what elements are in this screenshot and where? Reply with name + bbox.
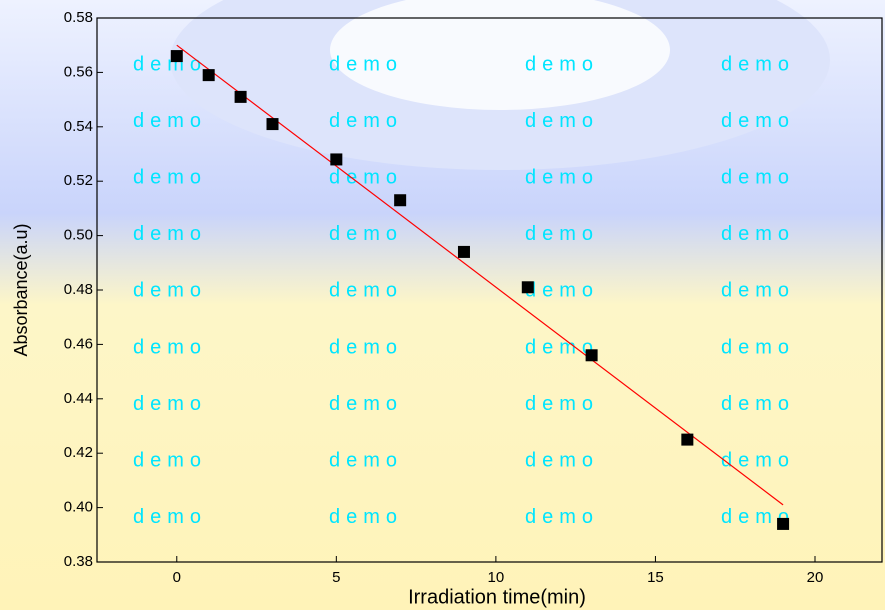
y-tick-label: 0.42 <box>64 444 93 461</box>
watermark: demo <box>329 449 403 471</box>
data-point <box>586 349 598 361</box>
x-tick-label: 5 <box>332 569 340 586</box>
data-point <box>330 153 342 165</box>
y-axis-title: Absorbance(a.u) <box>11 223 31 356</box>
chart: demo demo demo demo demo demo demo demo demo demo… <box>0 0 885 610</box>
watermark: demo <box>329 393 403 415</box>
y-tick-label: 0.38 <box>64 553 93 570</box>
watermark: demo <box>525 223 599 245</box>
data-point <box>171 50 183 62</box>
watermark: demo <box>329 110 403 132</box>
y-tick-label: 0.46 <box>64 335 93 352</box>
watermark: demo <box>133 53 207 75</box>
watermark: demo <box>329 223 403 245</box>
watermark: demo <box>133 336 207 358</box>
watermark: demo <box>133 280 207 302</box>
y-tick-label: 0.50 <box>64 227 93 244</box>
data-point <box>235 91 247 103</box>
watermark: demo <box>525 166 599 188</box>
y-tick-label: 0.58 <box>64 9 93 26</box>
watermark: demo <box>721 223 795 245</box>
watermark: demo <box>133 449 207 471</box>
data-point <box>394 194 406 206</box>
watermark: demo <box>721 110 795 132</box>
data-point <box>777 518 789 530</box>
x-tick-label: 20 <box>807 569 824 586</box>
watermark: demo <box>525 280 599 302</box>
watermark: demo <box>133 166 207 188</box>
watermark: demo <box>133 506 207 528</box>
y-tick-label: 0.56 <box>64 63 93 80</box>
watermark: demo <box>721 53 795 75</box>
watermark: demo <box>525 506 599 528</box>
watermark: demo <box>525 449 599 471</box>
x-tick-label: 15 <box>647 569 664 586</box>
watermark: demo <box>329 336 403 358</box>
x-tick-label: 10 <box>488 569 505 586</box>
watermark: demo <box>721 449 795 471</box>
watermark: demo <box>721 280 795 302</box>
watermark: demo <box>525 110 599 132</box>
watermark: demo <box>721 336 795 358</box>
y-tick-label: 0.54 <box>64 118 93 135</box>
y-tick-label: 0.40 <box>64 499 93 516</box>
data-point <box>203 69 215 81</box>
watermark: demo <box>721 166 795 188</box>
watermark: demo <box>721 393 795 415</box>
y-tick-label: 0.52 <box>64 172 93 189</box>
watermark: demo <box>133 110 207 132</box>
watermark: demo <box>329 53 403 75</box>
y-tick-label: 0.44 <box>64 390 93 407</box>
data-point <box>458 246 470 258</box>
watermark: demo <box>329 506 403 528</box>
data-point <box>267 118 279 130</box>
data-point <box>681 434 693 446</box>
x-tick-label: 0 <box>173 569 181 586</box>
watermark: demo <box>329 280 403 302</box>
watermark: demo <box>133 223 207 245</box>
y-tick-label: 0.48 <box>64 281 93 298</box>
watermark: demo <box>525 53 599 75</box>
watermark: demo <box>525 393 599 415</box>
x-axis-title: Irradiation time(min) <box>408 586 586 608</box>
watermark: demo <box>133 393 207 415</box>
data-point <box>522 281 534 293</box>
